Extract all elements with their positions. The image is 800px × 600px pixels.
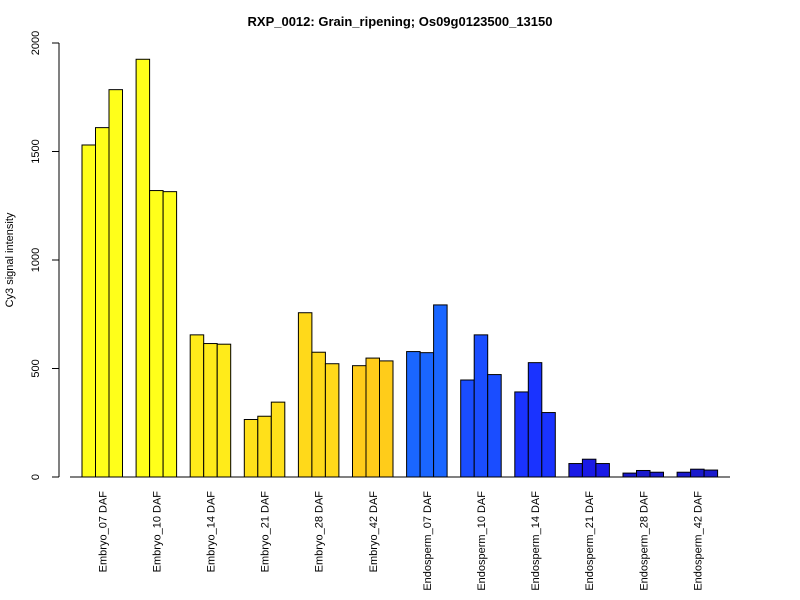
bar <box>243 418 259 478</box>
x-tick-label: Embryo_21 DAF <box>260 491 272 573</box>
y-axis-label: Cy3 signal intensity <box>4 212 16 307</box>
bar <box>81 144 96 478</box>
bar <box>514 391 529 478</box>
bar <box>365 357 380 478</box>
bar <box>622 472 637 478</box>
bar <box>149 190 164 478</box>
bar <box>433 304 448 478</box>
bar <box>527 362 543 478</box>
bars-group <box>81 58 719 478</box>
bar <box>636 469 651 478</box>
bar <box>541 412 556 478</box>
bar <box>649 471 664 478</box>
y-tick-label: 500 <box>30 359 42 377</box>
bar <box>379 360 394 478</box>
bar <box>135 58 151 478</box>
x-tick-label: Embryo_28 DAF <box>314 491 326 573</box>
y-tick-label: 2000 <box>30 31 42 55</box>
bar <box>703 469 719 478</box>
x-tick-label: Endosperm_10 DAF <box>476 491 488 591</box>
bar <box>203 343 218 478</box>
bar <box>270 401 286 478</box>
x-tick-label: Endosperm_42 DAF <box>692 491 704 591</box>
y-tick-label: 0 <box>30 474 42 480</box>
bar <box>324 363 340 478</box>
bar <box>460 379 475 478</box>
y-tick-label: 1000 <box>30 248 42 272</box>
bar <box>676 471 692 478</box>
bar <box>297 312 313 478</box>
bar <box>216 343 232 478</box>
bar <box>487 374 502 478</box>
bar <box>581 458 597 478</box>
bar <box>419 352 435 478</box>
x-tick-label: Embryo_10 DAF <box>151 491 163 573</box>
x-tick-label: Embryo_07 DAF <box>97 491 109 573</box>
y-tick-label: 1500 <box>30 139 42 163</box>
bar <box>595 463 610 478</box>
bar <box>568 463 583 478</box>
chart-title: RXP_0012: Grain_ripening; Os09g0123500_1… <box>248 14 553 29</box>
bar <box>473 334 489 478</box>
x-tick-labels: Embryo_07 DAF Embryo_10 DAF Embryo_14 DAF E… <box>97 491 704 591</box>
bar <box>189 334 205 478</box>
x-tick-label: Endosperm_28 DAF <box>638 491 650 591</box>
x-tick-label: Endosperm_14 DAF <box>530 491 542 591</box>
bar <box>257 415 272 478</box>
bar <box>406 351 421 478</box>
x-tick-label: Endosperm_21 DAF <box>584 491 596 591</box>
x-tick-label: Endosperm_07 DAF <box>422 491 434 591</box>
bar <box>311 351 326 478</box>
bar <box>162 191 178 478</box>
x-tick-label: Embryo_14 DAF <box>205 491 217 573</box>
x-tick-label: Embryo_42 DAF <box>368 491 380 573</box>
bar <box>108 89 123 478</box>
y-axis: 0 500 1000 1500 2000 <box>30 31 60 480</box>
bar <box>95 127 110 478</box>
bar <box>690 468 705 478</box>
bar <box>352 365 367 478</box>
